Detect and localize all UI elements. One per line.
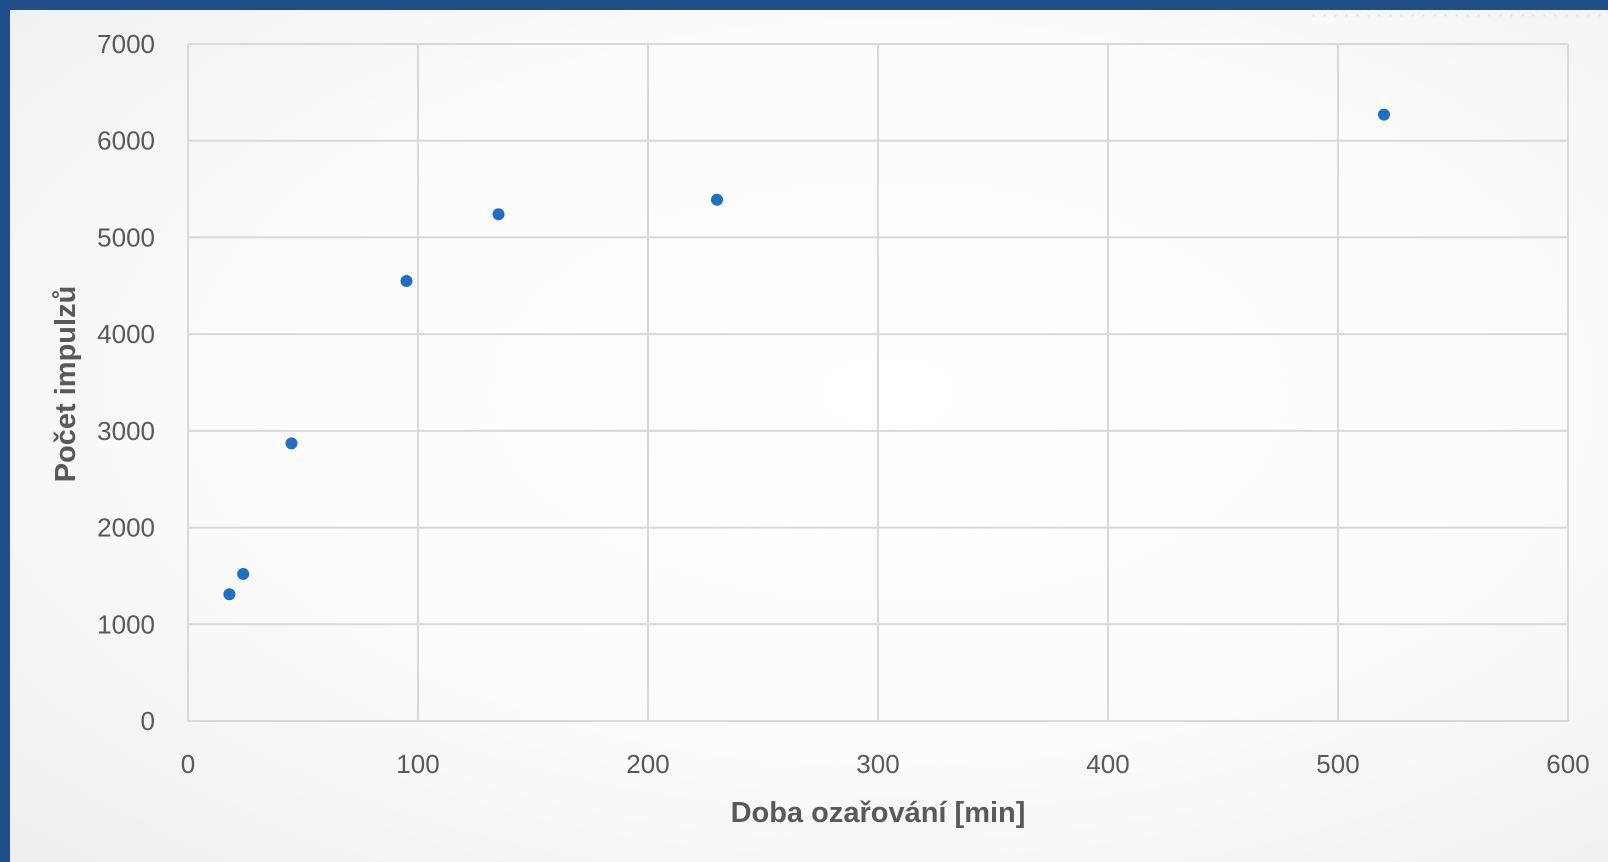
y-tick-label: 5000 <box>97 222 155 252</box>
x-axis-title: Doba ozařování [min] <box>731 797 1026 829</box>
decorative-dots <box>1308 14 1608 17</box>
x-tick-label: 500 <box>1316 749 1359 779</box>
y-tick-label: 7000 <box>97 29 155 59</box>
x-tick-label: 0 <box>181 749 195 779</box>
x-tick-label: 200 <box>626 749 669 779</box>
x-tick-label: 300 <box>856 749 899 779</box>
data-point <box>400 274 413 287</box>
x-tick-label: 600 <box>1546 749 1589 779</box>
y-tick-label: 6000 <box>97 126 155 156</box>
y-tick-label: 0 <box>141 706 155 736</box>
y-axis-title: Počet impulzů <box>50 286 82 483</box>
data-point <box>223 588 236 601</box>
y-tick-labels: 0 1000 2000 3000 4000 5000 6000 7000 <box>97 29 155 736</box>
data-points <box>223 108 1390 601</box>
data-point <box>237 567 250 580</box>
y-tick-label: 1000 <box>97 609 155 639</box>
y-tick-label: 4000 <box>97 319 155 349</box>
data-point <box>492 208 505 221</box>
grid-lines <box>187 43 1569 722</box>
data-point <box>285 437 298 450</box>
y-tick-label: 2000 <box>97 513 155 543</box>
x-tick-label: 100 <box>396 749 439 779</box>
y-tick-label: 3000 <box>97 416 155 446</box>
data-point <box>1378 108 1390 121</box>
x-tick-label: 400 <box>1086 749 1129 779</box>
x-tick-labels: 0 100 200 300 400 500 600 <box>181 749 1590 779</box>
data-point <box>711 193 723 206</box>
